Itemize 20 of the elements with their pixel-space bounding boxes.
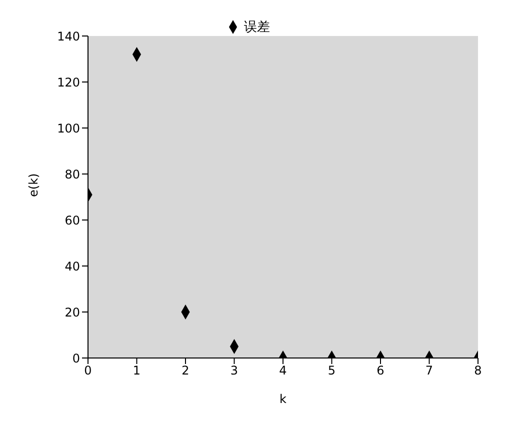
y-tick-label: 140 (57, 29, 80, 44)
x-tick-label: 5 (328, 364, 336, 378)
y-tick-label: 80 (64, 167, 80, 182)
x-tick-label: 8 (474, 364, 482, 378)
y-tick-label: 40 (64, 259, 80, 274)
x-tick-label: 4 (279, 364, 287, 378)
y-tick-label: 60 (64, 213, 80, 228)
y-tick-label: 120 (57, 75, 80, 90)
y-tick-label: 20 (64, 305, 80, 320)
x-tick-label: 7 (425, 364, 434, 378)
legend-label: 误差 (244, 20, 270, 35)
x-axis-title: k (280, 392, 287, 406)
x-tick-label: 6 (376, 364, 384, 378)
x-tick-label: 1 (132, 364, 141, 378)
y-tick-label: 100 (57, 121, 80, 136)
x-tick-label: 0 (84, 364, 92, 378)
x-tick-label: 3 (230, 364, 238, 378)
y-tick-label: 0 (72, 351, 80, 366)
y-axis-title: e(k) (26, 173, 40, 197)
x-tick-label: 2 (182, 364, 190, 378)
